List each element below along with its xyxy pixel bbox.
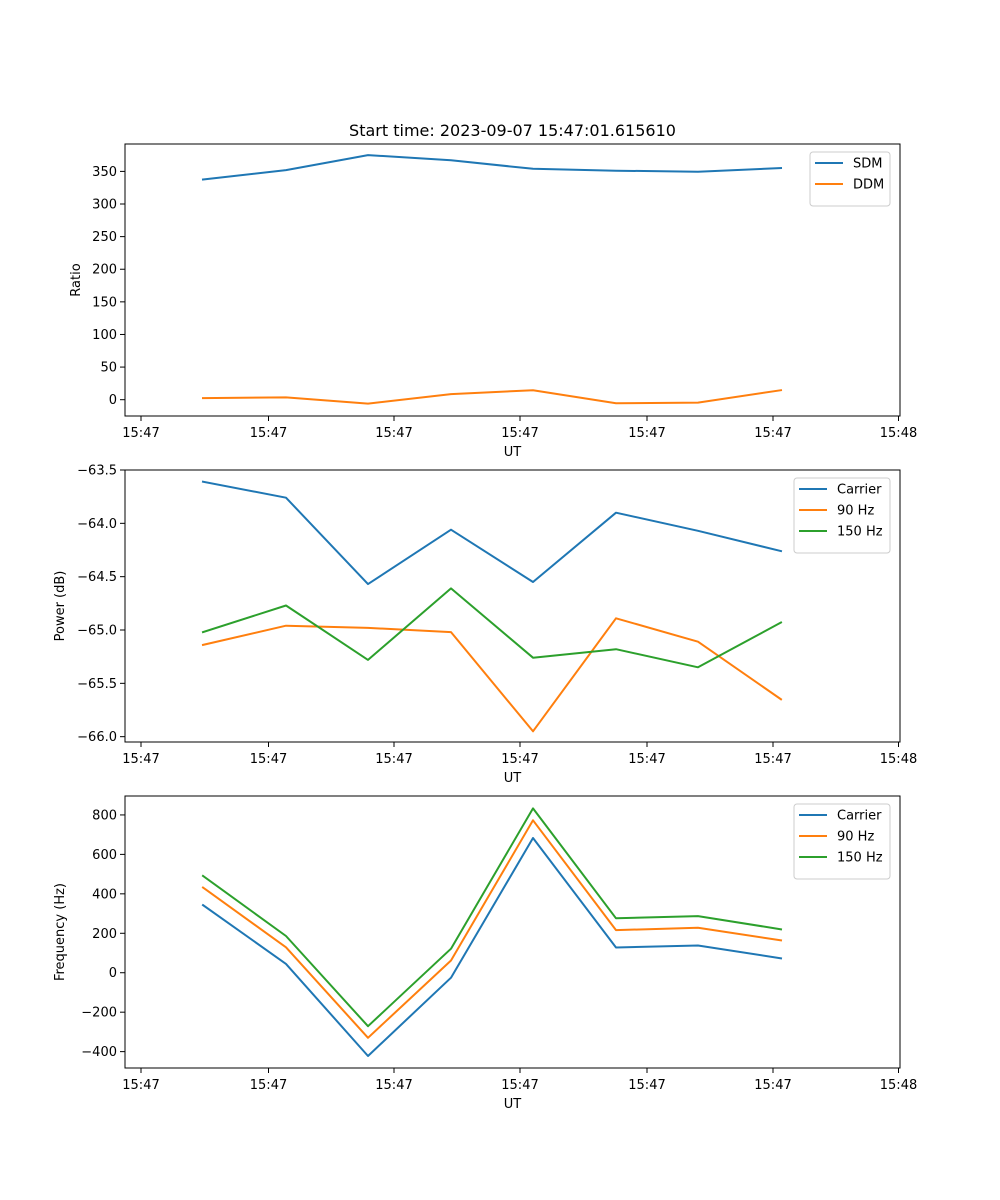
series-line-150-hz <box>201 807 783 1028</box>
x-tick-label: 15:48 <box>880 752 917 767</box>
y-tick-label: −65.5 <box>77 677 117 692</box>
legend: SDM DDM <box>809 151 891 207</box>
x-tick-label: 15:47 <box>375 1078 412 1093</box>
y-tick-label: 800 <box>92 808 117 823</box>
x-tick-label: 15:47 <box>501 1078 538 1093</box>
legend: Carrier 90 Hz 150 Hz <box>793 477 891 554</box>
x-tick-label: 15:47 <box>375 426 412 441</box>
legend-label: 90 Hz <box>837 830 874 845</box>
x-tick-label: 15:47 <box>754 426 791 441</box>
x-tick-label: 15:48 <box>880 1078 917 1093</box>
chart-panel-2: 15:47 15:47 15:47 15:47 15:47 15:47 15:48 −66.0… <box>53 464 917 787</box>
series-line-150-hz <box>201 587 783 669</box>
y-tick-label: 100 <box>92 328 117 343</box>
x-tick-label: 15:47 <box>122 1078 159 1093</box>
chart-panel-1: Start time: 2023-09-07 15:47:01.615610 15… <box>69 121 917 460</box>
y-axis-label: Frequency (Hz) <box>53 883 68 981</box>
legend-label: 150 Hz <box>837 851 883 866</box>
y-tick-label: −400 <box>81 1045 117 1060</box>
y-tick-label: −64.5 <box>77 570 117 585</box>
legend-box <box>793 477 891 554</box>
axes-frame <box>124 143 901 417</box>
axes-frame <box>124 795 901 1069</box>
x-tick-label: 15:48 <box>880 426 917 441</box>
x-axis-label: UT <box>504 771 522 786</box>
y-axis-label: Ratio <box>69 263 84 296</box>
series-line-ddm <box>201 389 783 405</box>
y-tick-label: 350 <box>92 165 117 180</box>
x-tick-label: 15:47 <box>501 752 538 767</box>
y-tick-label: 150 <box>92 295 117 310</box>
x-tick-label: 15:47 <box>122 426 159 441</box>
x-tick-label: 15:47 <box>628 426 665 441</box>
x-tick-label: 15:47 <box>250 426 287 441</box>
y-tick-label: 600 <box>92 848 117 863</box>
y-tick-label: 200 <box>92 927 117 942</box>
series-line-carrier <box>201 837 783 1057</box>
y-tick-label: −200 <box>81 1006 117 1021</box>
x-tick-label: 15:47 <box>628 1078 665 1093</box>
legend-label: SDM <box>853 157 882 172</box>
series-line-90-hz <box>201 617 783 733</box>
chart-panel-3: 15:47 15:47 15:47 15:47 15:47 15:47 15:48 −400 −… <box>53 795 917 1112</box>
x-tick-label: 15:47 <box>754 752 791 767</box>
legend: Carrier 90 Hz 150 Hz <box>793 803 891 880</box>
y-tick-label: 250 <box>92 230 117 245</box>
y-tick-label: 0 <box>109 393 117 408</box>
x-tick-label: 15:47 <box>628 752 665 767</box>
x-tick-label: 15:47 <box>754 1078 791 1093</box>
y-tick-label: 200 <box>92 263 117 278</box>
y-tick-label: 400 <box>92 887 117 902</box>
legend-label: DDM <box>853 178 884 193</box>
y-tick-label: −65.0 <box>77 624 117 639</box>
x-tick-label: 15:47 <box>501 426 538 441</box>
y-tick-label: −64.0 <box>77 517 117 532</box>
x-tick-label: 15:47 <box>122 752 159 767</box>
legend-label: 150 Hz <box>837 525 883 540</box>
legend-label: Carrier <box>837 483 882 498</box>
x-tick-label: 15:47 <box>250 752 287 767</box>
legend-label: 90 Hz <box>837 504 874 519</box>
x-axis-label: UT <box>504 445 522 460</box>
series-line-sdm <box>201 154 783 181</box>
series-line-carrier <box>201 480 783 586</box>
legend-box <box>809 151 891 207</box>
y-tick-label: −66.0 <box>77 730 117 745</box>
y-tick-label: 300 <box>92 198 117 213</box>
chart-title: Start time: 2023-09-07 15:47:01.615610 <box>349 121 676 140</box>
x-tick-label: 15:47 <box>250 1078 287 1093</box>
legend-label: Carrier <box>837 809 882 824</box>
series-line-90-hz <box>201 819 783 1039</box>
y-tick-label: 50 <box>100 361 117 376</box>
legend-box <box>793 803 891 880</box>
x-axis-label: UT <box>504 1097 522 1112</box>
axes-frame <box>124 469 901 743</box>
x-tick-label: 15:47 <box>375 752 412 767</box>
y-tick-label: −63.5 <box>77 464 117 479</box>
y-axis-label: Power (dB) <box>53 571 68 642</box>
y-tick-label: 0 <box>109 966 117 981</box>
